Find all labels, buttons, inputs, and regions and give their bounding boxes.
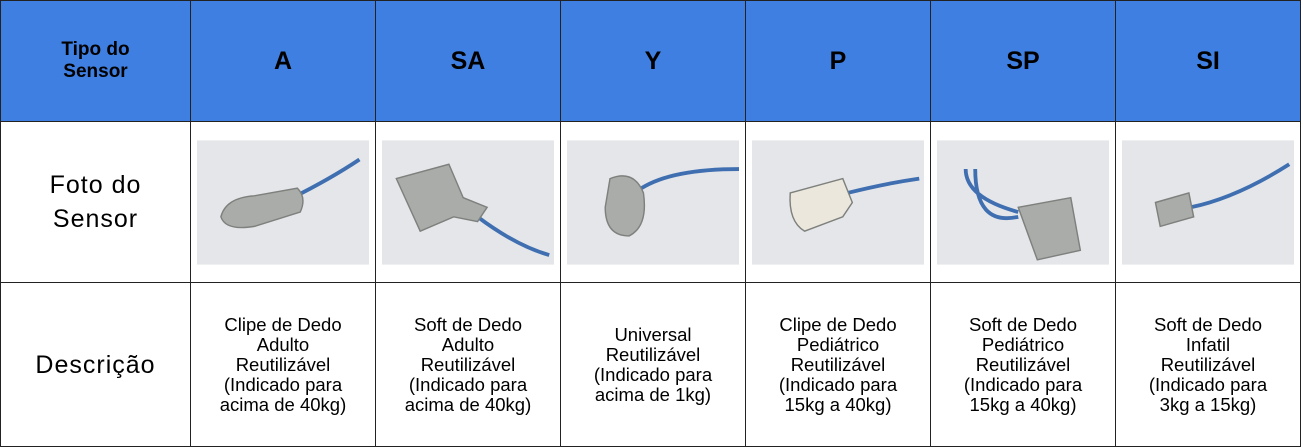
photo-cell (745, 121, 931, 283)
description-line: Reutilizável (1160, 353, 1256, 375)
column-header: P (745, 0, 931, 122)
description-line: Reutilizável (975, 353, 1071, 375)
sensor-body (220, 186, 304, 228)
column-header: SI (1115, 0, 1301, 122)
column-header: SP (930, 0, 1116, 122)
description-cell: Soft de Dedo Infatil Reutilizável (Indicado… (1115, 282, 1301, 447)
row-label: Descrição (0, 282, 191, 447)
sensor-photo (567, 139, 739, 265)
description-line: Reutilizável (790, 353, 886, 375)
description-cell: Soft de Dedo Pediátrico Reutilizável (Indic… (930, 282, 1116, 447)
description-line: 15kg a 40kg) (784, 393, 892, 415)
description-row: Descrição Clipe de Dedo Adulto Reutilizáve… (0, 282, 1301, 447)
description-cell: Clipe de Dedo Pediátrico Reutilizável (Indi… (745, 282, 931, 447)
description-line: (Indicado para (408, 373, 528, 395)
sensor-body (1017, 196, 1082, 261)
sensor-body (789, 177, 854, 232)
description-line: acima de 40kg) (404, 393, 532, 415)
sensor-body (395, 162, 489, 232)
description-line: (Indicado para (778, 373, 898, 395)
sensor-cable (963, 168, 1019, 220)
photo-cell (1115, 121, 1301, 283)
description-line: 15kg a 40kg) (969, 393, 1077, 415)
row-label: Foto do Sensor (0, 121, 191, 283)
description-line: Soft de Dedo (1154, 313, 1262, 335)
corner-header: Tipo do Sensor (0, 0, 191, 122)
photo-cell (375, 121, 561, 283)
corner-header-text: Tipo do Sensor (61, 39, 130, 82)
description-cell: Soft de Dedo Adulto Reutilizável (Indicado … (375, 282, 561, 447)
photo-background (567, 139, 739, 265)
description-line: Reutilizável (420, 353, 516, 375)
description-line: Clipe de Dedo (224, 313, 342, 335)
description-line: (Indicado para (593, 363, 713, 385)
photo-cell (190, 121, 376, 283)
description-line: acima de 1kg) (594, 383, 712, 405)
photo-cell (560, 121, 746, 283)
description-line: (Indicado para (223, 373, 343, 395)
sensor-cable (847, 176, 920, 195)
sensor-cable (1190, 162, 1291, 209)
description-line: Pediátrico (981, 333, 1065, 355)
sensor-body (604, 174, 646, 237)
sensor-photo (1122, 139, 1294, 265)
description-line: Soft de Dedo (414, 313, 522, 335)
column-header: A (190, 0, 376, 122)
column-header: SA (375, 0, 561, 122)
description-line: (Indicado para (963, 373, 1083, 395)
description-line: Pediátrico (796, 333, 880, 355)
sensor-body (1154, 191, 1195, 227)
photo-row: Foto do Sensor (0, 121, 1301, 283)
sensor-photo (197, 139, 369, 265)
sensor-photo (382, 139, 554, 265)
photo-cell (930, 121, 1116, 283)
description-cell: Universal Reutilizável (Indicado para acima… (560, 282, 746, 447)
description-line: 3kg a 15kg) (1159, 393, 1257, 415)
column-header: Y (560, 0, 746, 122)
description-line: Reutilizável (235, 353, 331, 375)
sensor-photo (937, 139, 1109, 265)
description-cell: Clipe de Dedo Adulto Reutilizável (Indicado… (190, 282, 376, 447)
sensor-photo (752, 139, 924, 265)
sensor-cable (476, 214, 550, 257)
description-line: Universal (614, 323, 692, 345)
row-label-text: Foto do Sensor (49, 171, 142, 233)
sensor-cable (640, 166, 739, 190)
photo-background (937, 139, 1109, 265)
description-line: Adulto (441, 333, 495, 355)
description-line: Adulto (256, 333, 310, 355)
description-line: Reutilizável (605, 343, 701, 365)
description-line: acima de 40kg) (219, 393, 347, 415)
description-line: Soft de Dedo (969, 313, 1077, 335)
description-line: Clipe de Dedo (779, 313, 897, 335)
description-line: (Indicado para (1148, 373, 1268, 395)
header-row: Tipo do Sensor A SA Y P SP SI (0, 0, 1301, 122)
description-line: Infatil (1185, 333, 1231, 355)
